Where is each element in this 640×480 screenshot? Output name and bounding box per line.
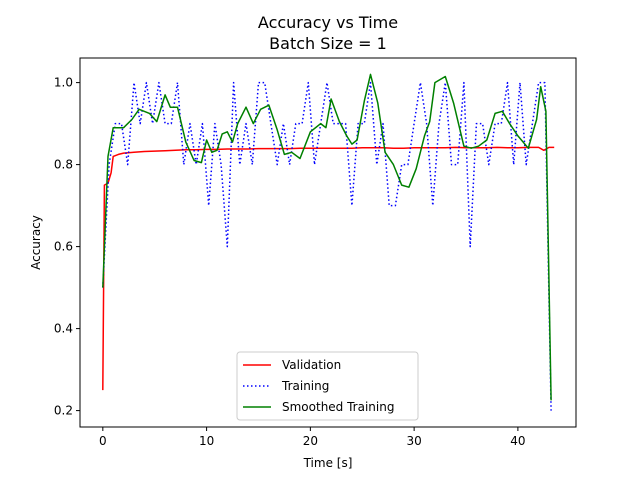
plot-frame: [79, 57, 577, 428]
legend: Validation Training Smoothed Training: [236, 351, 419, 421]
y-tick-label: 1.0: [54, 76, 73, 90]
y-tick-label: 0.8: [54, 158, 73, 172]
series-line-smoothed-training: [102, 73, 552, 401]
y-tick-label: 0.4: [54, 322, 73, 336]
y-tick-label: 0.2: [54, 404, 73, 418]
x-axis-label: Time [s]: [303, 456, 353, 470]
chart-subtitle: Batch Size = 1: [269, 34, 387, 53]
series-line-training: [102, 81, 552, 411]
x-tick-label: 0: [99, 434, 107, 448]
y-tick-label: 0.6: [54, 240, 73, 254]
legend-box: [236, 351, 419, 421]
x-tick-label: 20: [303, 434, 318, 448]
chart-title: Accuracy vs Time: [258, 13, 398, 32]
series-line-validation: [102, 146, 555, 391]
x-tick-label: 30: [406, 434, 421, 448]
x-tick-label: 40: [510, 434, 525, 448]
y-axis-label: Accuracy: [29, 215, 43, 270]
x-tick-label: 10: [199, 434, 214, 448]
x-axis-ticks: 0 10 20 30 40: [99, 427, 526, 448]
legend-label: Smoothed Training: [282, 400, 394, 414]
legend-label: Training: [281, 379, 329, 393]
legend-label: Validation: [282, 358, 341, 372]
y-axis-ticks: 0.2 0.4 0.6 0.8 1.0: [54, 76, 80, 418]
series-layer: [102, 73, 555, 411]
